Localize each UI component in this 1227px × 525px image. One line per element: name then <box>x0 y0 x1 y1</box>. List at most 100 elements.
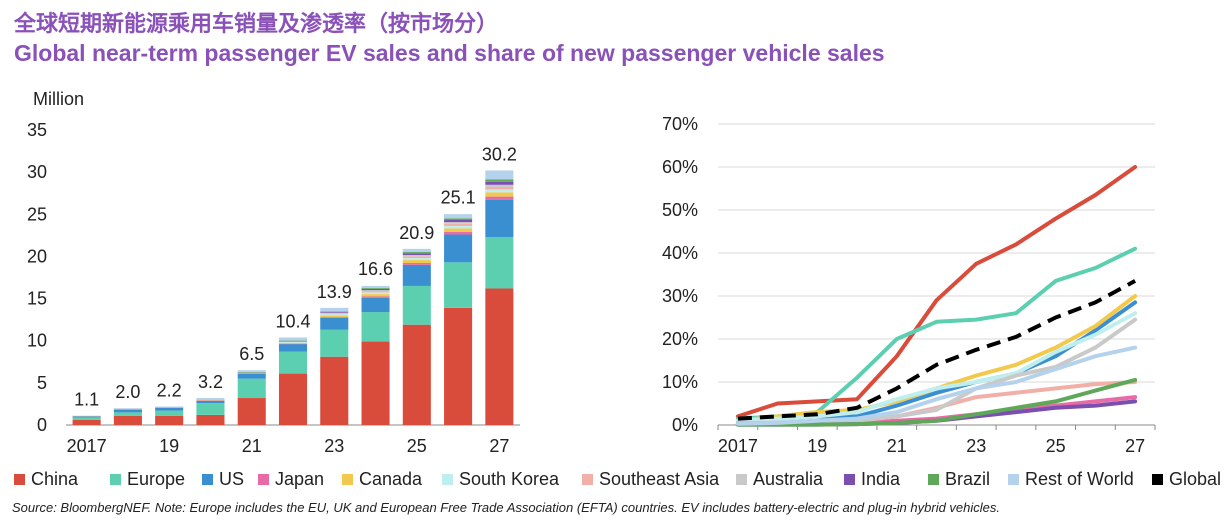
chart-title-en: Global near-term passenger EV sales and … <box>14 40 885 66</box>
bar-total-label: 20.9 <box>399 223 434 243</box>
bar-segment-australia <box>196 399 225 401</box>
bar-segment-south-korea <box>72 415 101 417</box>
bar-segment-canada <box>155 407 184 408</box>
legend-item-brazil: Brazil <box>928 467 990 491</box>
legend-label: US <box>219 468 245 489</box>
x-tick-label: 23 <box>324 436 344 456</box>
bar-segment-europe <box>237 378 266 399</box>
legend-swatch <box>1008 473 1019 485</box>
bar-segment-australia <box>444 222 473 224</box>
bar-segment-rest-of-world <box>278 337 308 341</box>
bar-segment-china <box>113 415 142 425</box>
bar-segment-europe <box>278 351 308 374</box>
legend-label: Southeast Asia <box>599 468 720 489</box>
bar-segment-china <box>444 307 473 425</box>
bar-segment-australia <box>485 184 514 187</box>
bar-total-label: 25.1 <box>441 187 476 207</box>
bar-segment-rest-of-world <box>196 398 225 400</box>
bar-segment-india <box>485 181 514 185</box>
legend-swatch <box>844 473 855 485</box>
bar-segment-japan <box>402 263 431 265</box>
legend-label: South Korea <box>459 468 560 489</box>
bar-segment-southeast-asia <box>113 408 142 410</box>
y-tick-label: 0% <box>672 415 698 435</box>
x-tick-label: 23 <box>966 436 986 456</box>
bar-segment-canada <box>278 342 308 344</box>
bar-segment-canada <box>320 315 349 318</box>
bar-segment-rest-of-world <box>155 406 184 408</box>
bar-segment-us <box>444 234 473 263</box>
line-chart: 0% 10% 20% 30% 40% 50% 60% 70% 2017 19 21 23 25 27 <box>662 114 1156 456</box>
bar-y-axis-label: Million <box>33 89 85 109</box>
bar-segment-china <box>196 414 225 425</box>
bar-segment-southeast-asia <box>278 341 308 343</box>
bar-segment-canada <box>402 260 431 264</box>
bar-segment-south-korea <box>278 342 308 343</box>
bar-segment-china <box>237 398 266 425</box>
bar-segment-canada <box>361 294 390 297</box>
y-tick-label: 25 <box>27 204 47 224</box>
bar-segment-japan <box>196 400 225 401</box>
bar-segment-us <box>237 373 266 379</box>
bar-segment-china <box>155 415 184 425</box>
legend-swatch <box>1152 473 1163 485</box>
x-tick-label: 2017 <box>67 436 107 456</box>
bar-total-label: 3.2 <box>198 372 223 392</box>
bar-total-label: 16.6 <box>358 259 393 279</box>
y-tick-label: 35 <box>27 120 47 140</box>
bar-segment-south-korea <box>320 314 349 316</box>
bar-segment-europe <box>155 410 184 416</box>
bar-segment-southeast-asia <box>320 313 349 315</box>
bar-total-label: 10.4 <box>275 311 310 331</box>
bar-segment-china <box>402 324 431 425</box>
x-tick-label: 25 <box>407 436 427 456</box>
bar-chart: 0 5 10 15 20 25 30 35 1.1 2017 2.0 2.2 19 3.2 6.5 21 10.… <box>27 120 520 456</box>
legend-swatch <box>14 473 25 485</box>
legend-label: Europe <box>127 468 186 489</box>
bar-segment-china <box>278 373 308 425</box>
legend-swatch <box>736 473 747 485</box>
x-tick-label: 21 <box>242 436 262 456</box>
x-tick-label: 19 <box>159 436 179 456</box>
bar-segment-europe <box>72 417 101 420</box>
bar-segment-us <box>361 297 390 313</box>
y-tick-label: 0 <box>37 415 47 435</box>
bar-segment-australia <box>278 341 308 342</box>
bar-segment-us <box>155 407 184 411</box>
legend-item-india: India <box>844 467 900 491</box>
bar-segment-europe <box>485 237 514 289</box>
y-tick-label: 30 <box>27 162 47 182</box>
legend-swatch <box>582 473 593 485</box>
bar-segment-rest-of-world <box>485 170 514 180</box>
bar-segment-rest-of-world <box>361 285 390 289</box>
bar-segment-us <box>278 344 308 352</box>
bar-segment-south-korea <box>402 257 431 261</box>
bar-segment-china <box>485 288 514 425</box>
legend-label: Global <box>1169 468 1222 489</box>
series-line-china <box>735 165 1138 419</box>
y-tick-label: 5 <box>37 373 47 393</box>
legend-label: Rest of World <box>1025 468 1134 489</box>
y-tick-label: 60% <box>662 157 698 177</box>
bar-segment-rest-of-world <box>320 307 349 312</box>
bar-segment-brazil <box>444 218 473 221</box>
bar-segment-japan <box>278 343 308 345</box>
bar-segment-europe <box>444 262 473 308</box>
legend: China Europe US Japan Canada South Korea South… <box>14 467 1227 491</box>
x-tick-label: 27 <box>1125 436 1145 456</box>
series-line-rest-of-world <box>735 345 1138 426</box>
bar-total-label: 6.5 <box>239 344 264 364</box>
legend-item-australia: Australia <box>736 467 823 491</box>
legend-swatch <box>928 473 939 485</box>
y-tick-label: 50% <box>662 200 698 220</box>
y-tick-label: 20% <box>662 329 698 349</box>
y-tick-label: 20 <box>27 246 47 266</box>
legend-label: Australia <box>753 468 824 489</box>
bar-segment-southeast-asia <box>444 223 473 226</box>
bar-segment-india <box>402 253 431 255</box>
bar-segment-rest-of-world <box>113 408 142 409</box>
bar-segment-southeast-asia <box>402 256 431 258</box>
bar-segment-china <box>361 341 390 425</box>
bar-segment-japan <box>320 317 349 318</box>
bar-segment-southeast-asia <box>361 291 390 293</box>
